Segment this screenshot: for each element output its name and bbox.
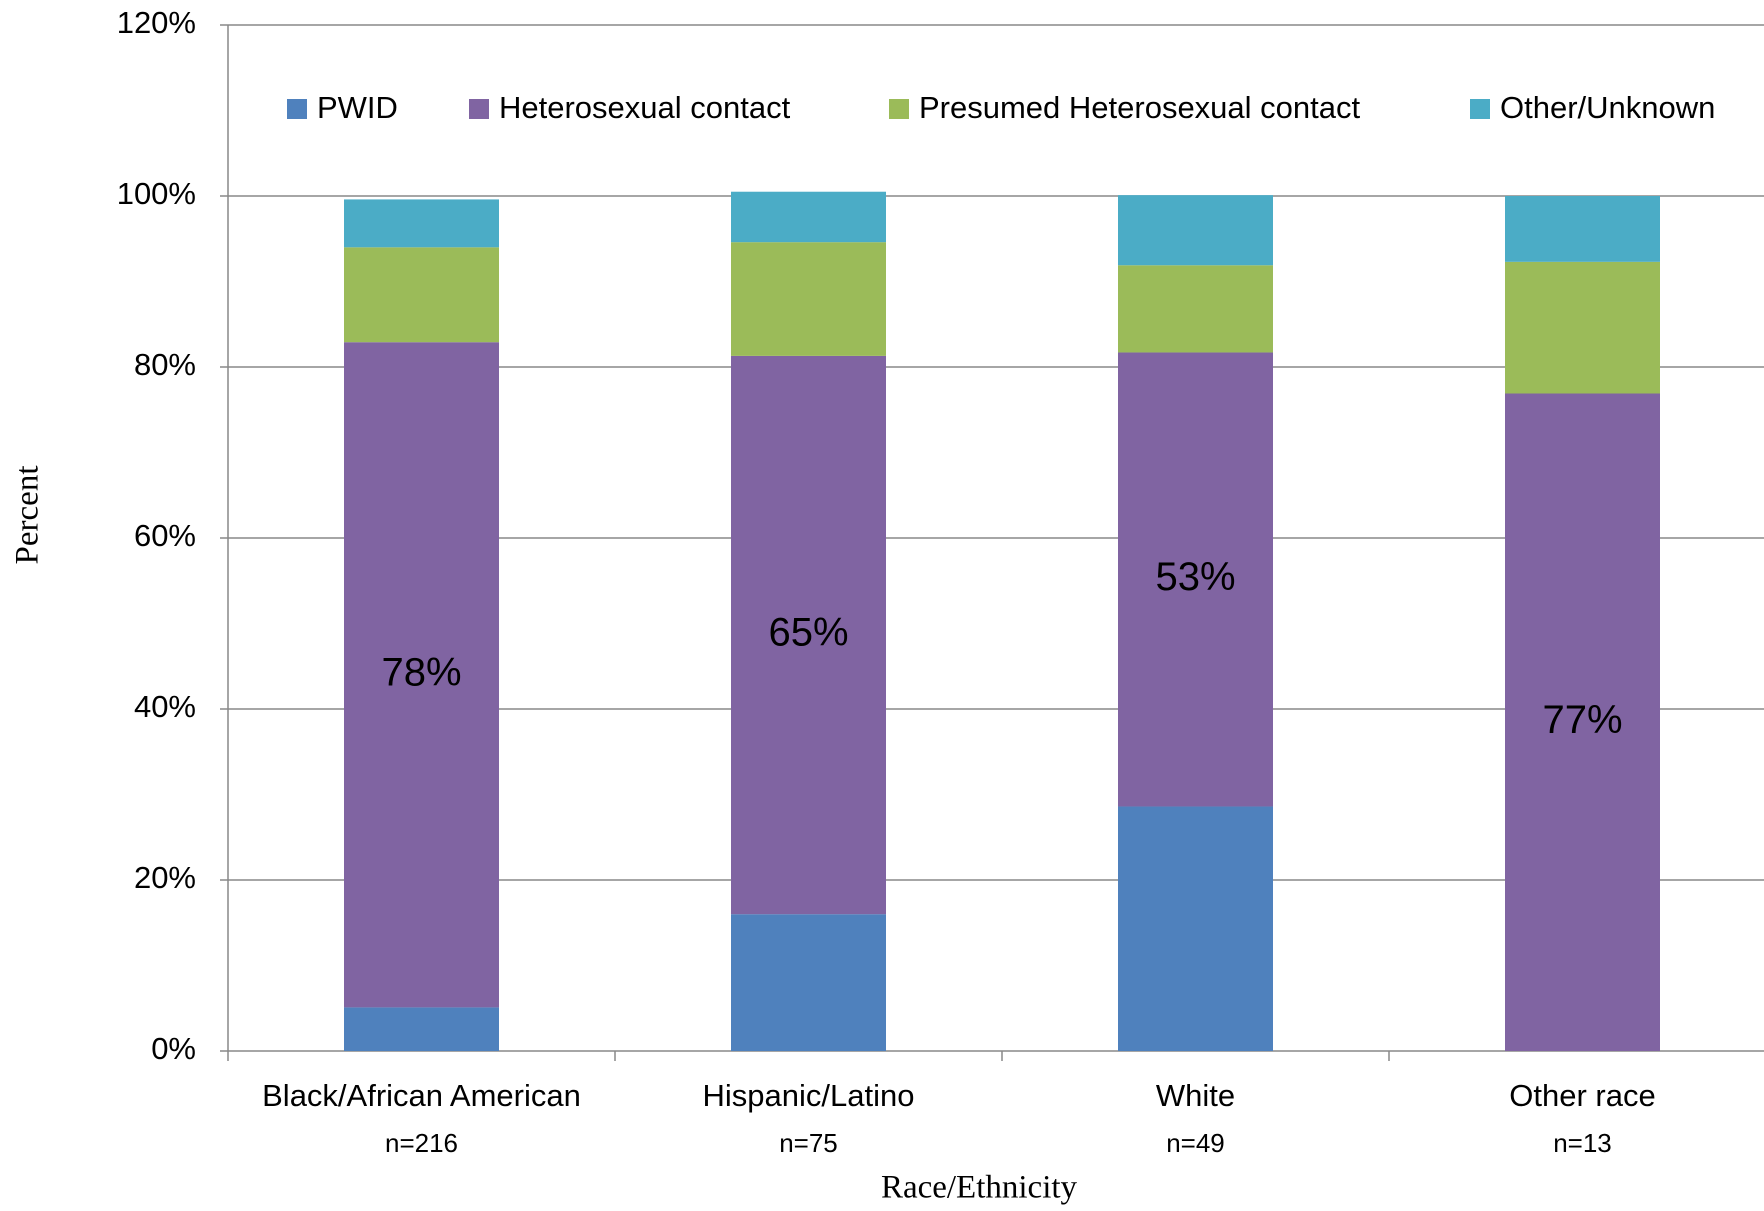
bar-segment (731, 191, 886, 243)
bar-segment (1118, 806, 1273, 1051)
y-tick-label: 60% (134, 518, 196, 553)
value-label: 78% (381, 650, 461, 694)
legend-swatch (287, 99, 307, 119)
bar-segment (1118, 352, 1273, 807)
bar-segment (1505, 393, 1660, 1051)
y-axis-title: Percent (10, 466, 46, 565)
category-count: n=49 (1166, 1128, 1225, 1158)
value-label: 77% (1542, 698, 1622, 742)
bar-segment (1505, 196, 1660, 262)
y-tick-label: 120% (117, 5, 196, 40)
y-tick-label: 0% (151, 1031, 196, 1066)
bar-segment (1118, 265, 1273, 353)
legend-swatch (1470, 99, 1490, 119)
legend-label: PWID (317, 90, 398, 125)
y-tick-label: 40% (134, 689, 196, 724)
bar-segment (344, 199, 499, 248)
legend-swatch (889, 99, 909, 119)
category-count: n=216 (385, 1128, 458, 1158)
y-tick-label: 20% (134, 860, 196, 895)
legend-label: Heterosexual contact (499, 90, 791, 125)
value-label: 65% (768, 611, 848, 655)
x-tick-label: Other race (1509, 1078, 1655, 1113)
bar-segment (731, 355, 886, 915)
bar-segment (1118, 195, 1273, 266)
category-count: n=75 (779, 1128, 838, 1158)
y-tick-label: 100% (117, 176, 196, 211)
legend-label: Other/Unknown (1500, 90, 1715, 125)
bar-segment (344, 247, 499, 343)
x-tick-label: Hispanic/Latino (703, 1078, 915, 1113)
x-axis-title: Race/Ethnicity (881, 1170, 1078, 1206)
bar-segment (344, 1007, 499, 1051)
y-tick-label: 80% (134, 347, 196, 382)
x-tick-label: White (1156, 1078, 1235, 1113)
category-count: n=13 (1553, 1128, 1612, 1158)
bar-segment (731, 914, 886, 1051)
value-label: 53% (1155, 555, 1235, 599)
bar-segment (731, 242, 886, 356)
x-tick-label: Black/African American (262, 1078, 581, 1113)
legend-swatch (469, 99, 489, 119)
legend-label: Presumed Heterosexual contact (919, 90, 1361, 125)
bar-segment (1505, 261, 1660, 394)
bar-segment (344, 342, 499, 1008)
